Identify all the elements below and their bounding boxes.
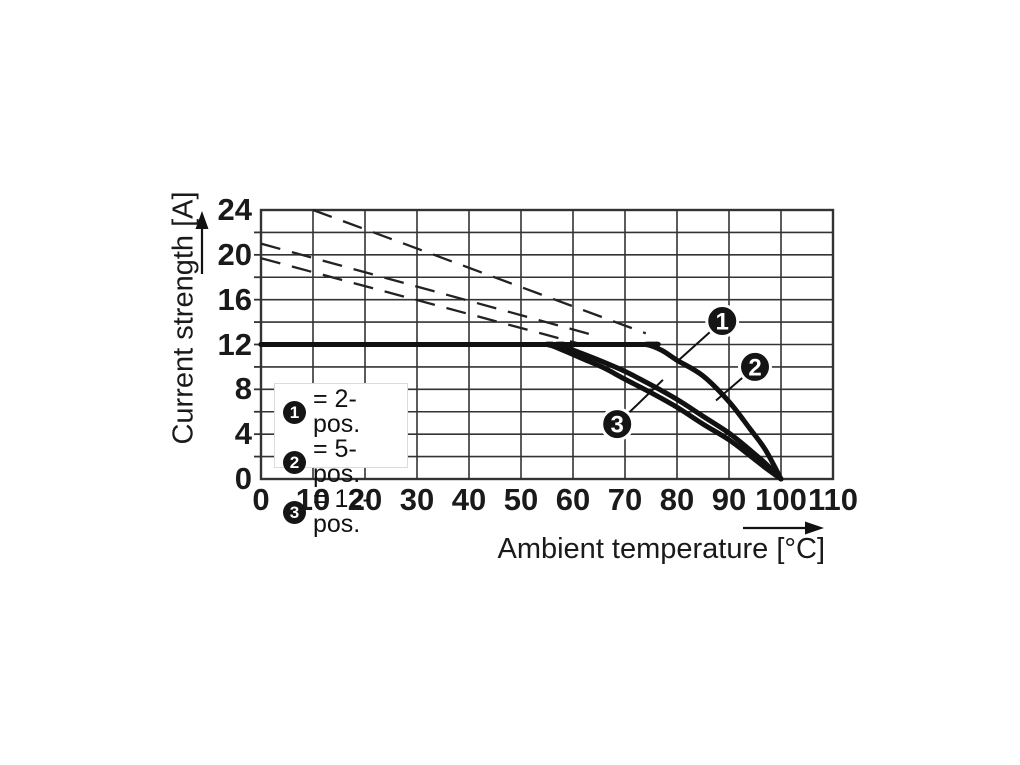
- legend-label: = 2-pos.: [313, 385, 361, 438]
- legend-label: = 5-pos.: [313, 435, 361, 488]
- legend: 1 = 2-pos. 2 = 5-pos. 3 = 12-pos.: [274, 383, 408, 537]
- x-tick-label: 0: [252, 482, 270, 517]
- y-tick-label: 16: [217, 281, 252, 317]
- y-tick-label: 4: [234, 416, 252, 452]
- legend-item-3: 3 = 12-pos.: [283, 487, 403, 537]
- dashed-guide-2: [260, 242, 600, 338]
- x-tick-label: 50: [503, 482, 539, 517]
- y-axis-arrow-head: [195, 211, 209, 229]
- x-tick-label: 20: [347, 482, 383, 517]
- y-tick-label: 24: [217, 192, 252, 227]
- x-tick-label: 90: [711, 482, 747, 517]
- legend-label: = 12-pos.: [313, 485, 371, 538]
- x-axis-title-text: Ambient temperature [°C]: [497, 533, 825, 565]
- callout-bubble-2: [738, 349, 772, 384]
- x-axis-title: Ambient temperature [°C]: [497, 533, 825, 566]
- x-tick-label: 100: [755, 482, 807, 517]
- x-tick-label: 80: [659, 482, 695, 517]
- callout-bubble-3: [600, 407, 635, 442]
- legend-item-1: 1 = 2-pos.: [283, 387, 403, 437]
- callout-bubble-1: [705, 303, 740, 338]
- series-curve-3: [258, 341, 784, 482]
- y-tick-label: 8: [234, 371, 252, 407]
- y-tick-label: 12: [217, 326, 252, 362]
- x-axis-arrow-head: [805, 521, 824, 535]
- x-tick-label: 110: [807, 482, 858, 517]
- x-tick-label: 60: [555, 482, 591, 517]
- legend-number-badge: 3: [283, 500, 306, 524]
- y-axis-title-text: Current strength [A]: [167, 191, 200, 445]
- callout-number-1: 1: [716, 308, 729, 335]
- series-curve-1: [258, 341, 784, 482]
- callout-number-3: 3: [611, 412, 624, 439]
- y-tick-label: 20: [217, 236, 252, 272]
- y-tick-label: 0: [234, 461, 252, 496]
- legend-number-badge: 1: [283, 400, 306, 424]
- x-tick-label: 40: [451, 482, 487, 517]
- x-tick-label: 30: [399, 482, 435, 517]
- x-tick-label: 70: [607, 482, 643, 517]
- series-curve-2: [258, 341, 784, 482]
- dashed-guide-1: [312, 208, 647, 335]
- callout-number-2: 2: [748, 354, 761, 381]
- dashed-guide-3: [260, 257, 579, 345]
- legend-item-2: 2 = 5-pos.: [283, 437, 403, 487]
- legend-number-badge: 2: [283, 450, 306, 474]
